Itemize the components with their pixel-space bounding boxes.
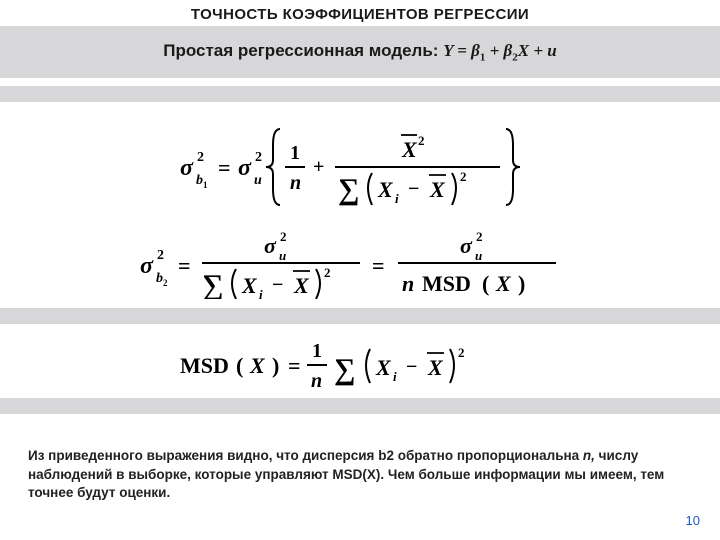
eq2-equals1: =: [178, 253, 191, 278]
eq2-rhs-num-sup: 2: [476, 229, 483, 244]
eq2-equals2: =: [372, 253, 385, 278]
eq2-sigma-lhs: σ: [140, 253, 154, 279]
body-text: Из приведенного выражения видно, что дис…: [28, 447, 692, 502]
eq2-Xi-sub: i: [259, 287, 263, 299]
eq3-lp: (: [236, 353, 243, 378]
eq3-MSD: MSD: [180, 353, 229, 378]
eq3-eq: =: [288, 353, 301, 378]
eq1-term1-num: 1: [290, 142, 300, 164]
page-number: 10: [686, 513, 700, 528]
equation-3: MSD ( X ) = 1 n ∑ X i − X 2: [0, 324, 720, 394]
body-n: n,: [583, 448, 595, 463]
equation-2: σ 2 b 2 = σ 2 u ∑ X i − X 2 = σ 2 u: [0, 220, 720, 300]
eq2-rhs-num-sigma: σ: [460, 233, 473, 258]
eq3-X: X: [249, 353, 266, 378]
separator-band-2: [0, 308, 720, 324]
eq3-Xi-sub: i: [393, 369, 397, 384]
eq2-rhs-X: X: [495, 271, 512, 296]
equation-1: σ 2 b 1 = σ 2 u 1 n + X 2 ∑: [0, 102, 720, 220]
eq2-Xi-base: X: [241, 273, 258, 298]
eq3-Xbar: X: [427, 355, 444, 380]
subheader-prefix: Простая регрессионная модель:: [163, 41, 443, 60]
eq1-lhs-sub-sub: 1: [203, 180, 208, 190]
eq3-sup: 2: [458, 345, 465, 360]
body-b2: b2: [378, 448, 394, 463]
eq2-rhs-num-sub: u: [475, 248, 482, 263]
eq1-Xi-base: X: [377, 177, 394, 202]
eq2-mid-num-sigma: σ: [264, 233, 277, 258]
eq1-lhs-sub-base: b: [196, 173, 203, 188]
slide: ТОЧНОСТЬ КОЭФФИЦИЕНТОВ РЕГРЕССИИ Простая…: [0, 0, 720, 540]
eq1-sigma-u: σ: [238, 155, 252, 181]
subheader: Простая регрессионная модель: Y = β1 + β…: [163, 41, 557, 63]
eq2-lhs-sup: 2: [157, 248, 164, 263]
separator-band-1: [0, 86, 720, 102]
subheader-equation: Y = β1 + β2X + u: [443, 41, 557, 60]
eq3-frac-num: 1: [312, 340, 322, 362]
eq1-Xi-sub: i: [395, 191, 399, 206]
eq3-rparen-icon: [450, 349, 454, 383]
eq1-equals: =: [218, 155, 231, 180]
eq3-rp: ): [272, 353, 279, 378]
separator-band-3: [0, 398, 720, 414]
eq2-rhs-n: n: [402, 271, 414, 296]
eq2-rhs-MSD: MSD: [422, 271, 471, 296]
eq2-mid-num-sup: 2: [280, 229, 287, 244]
eq2-den-sup: 2: [324, 265, 331, 280]
eq1-Xden: X: [429, 177, 446, 202]
eq1-sum: ∑: [338, 173, 359, 206]
eq1-sigma-lhs: σ: [180, 155, 194, 181]
eq1-den-sup: 2: [460, 169, 467, 184]
title-bar: ТОЧНОСТЬ КОЭФФИЦИЕНТОВ РЕГРЕССИИ: [0, 0, 720, 26]
brace-close-icon: [506, 129, 520, 205]
eq3-frac-den: n: [311, 370, 322, 392]
eq1-Xnum: X: [401, 137, 418, 162]
eq3-Xi-base: X: [375, 355, 392, 380]
eq2-rhs-lp: (: [482, 271, 489, 296]
eq2-minus: −: [272, 274, 283, 296]
page-title: ТОЧНОСТЬ КОЭФФИЦИЕНТОВ РЕГРЕССИИ: [191, 6, 529, 23]
eq1-term1-den: n: [290, 172, 301, 194]
eq2-lhs-sub-sub: 2: [163, 278, 168, 288]
eq2-lhs-sub-base: b: [156, 271, 163, 286]
eq2-mid-num-sub: u: [279, 248, 286, 263]
eq1-minus: −: [408, 178, 419, 200]
eq1-rparen-icon: [452, 173, 456, 205]
eq2-rparen-icon: [316, 269, 320, 299]
eq2-rhs-rp: ): [518, 271, 525, 296]
subheader-band: Простая регрессионная модель: Y = β1 + β…: [0, 26, 720, 78]
eq1-lhs-sup: 2: [197, 150, 204, 165]
eq3-lparen-icon: [366, 349, 370, 383]
eq1-sigma-u-sup: 2: [255, 150, 262, 165]
eq2-sum: ∑: [202, 269, 223, 299]
eq1-lparen-icon: [368, 173, 372, 205]
eq1-Xnum-sup: 2: [418, 133, 425, 148]
brace-open-icon: [266, 129, 280, 205]
eq1-sigma-u-sub: u: [254, 173, 262, 188]
eq1-plus: +: [313, 156, 324, 178]
eq2-Xden: X: [293, 273, 310, 298]
eq2-lparen-icon: [232, 269, 236, 299]
eq3-sum: ∑: [334, 353, 355, 386]
eq3-minus: −: [406, 356, 417, 378]
